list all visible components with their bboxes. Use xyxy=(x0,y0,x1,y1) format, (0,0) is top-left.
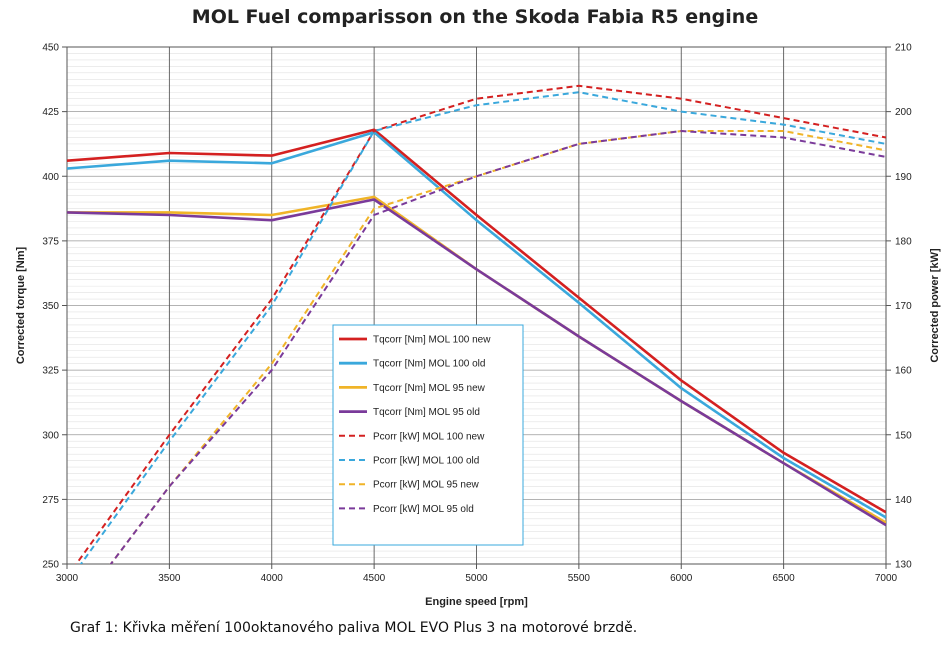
y2-tick-label: 130 xyxy=(895,560,912,571)
legend-label: Tqcorr [Nm] MOL 95 new xyxy=(373,383,486,394)
x-tick-label: 5000 xyxy=(465,573,488,584)
x-axis-label: Engine speed [rpm] xyxy=(425,596,528,608)
legend: Tqcorr [Nm] MOL 100 new Tqcorr [Nm] MOL 1… xyxy=(332,324,524,546)
y2-tick-label: 170 xyxy=(895,301,912,312)
series-line-pcorr-kw-mol-100-old xyxy=(79,91,886,564)
y-tick-label: 275 xyxy=(42,495,59,506)
x-tick-label: 6500 xyxy=(773,573,796,584)
y2-tick-label: 140 xyxy=(895,495,912,506)
y2-axis-label: Corrected power [kW] xyxy=(929,248,941,363)
series-clip-group xyxy=(67,84,886,564)
legend-label: Tqcorr [Nm] MOL 95 old xyxy=(373,407,480,418)
series-line-pcorr-kw-mol-95-old xyxy=(109,130,886,564)
x-tick-label: 6000 xyxy=(670,573,693,584)
series-line-pcorr-kw-mol-100-new xyxy=(75,84,886,564)
series-line-tqcorr-nm-mol-100-new xyxy=(67,128,886,514)
x-tick-label: 4500 xyxy=(363,573,386,584)
chart-title: MOL Fuel comparisson on the Skoda Fabia … xyxy=(191,6,759,28)
series-line-tqcorr-nm-mol-95-old xyxy=(67,198,886,527)
legend-label: Pcorr [kW] MOL 95 new xyxy=(373,480,480,491)
y2-tick-label: 160 xyxy=(895,366,912,377)
y2-tick-label: 200 xyxy=(895,107,912,118)
y-tick-label: 425 xyxy=(42,107,59,118)
y-tick-label: 375 xyxy=(42,236,59,247)
x-tick-label: 3500 xyxy=(158,573,181,584)
y-tick-label: 350 xyxy=(42,301,59,312)
figure-caption: Graf 1: Křivka měření 100oktanového pali… xyxy=(70,620,638,636)
x-tick-label: 4000 xyxy=(261,573,284,584)
legend-label: Tqcorr [Nm] MOL 100 new xyxy=(373,335,491,346)
y2-tick-label: 210 xyxy=(895,43,912,54)
series-lines xyxy=(67,84,886,564)
y-axis-label: Corrected torque [Nm] xyxy=(15,246,27,364)
y-tick-label: 250 xyxy=(42,560,59,571)
y2-tick-label: 190 xyxy=(895,172,912,183)
y-tick-label: 400 xyxy=(42,172,59,183)
x-tick-label: 7000 xyxy=(875,573,898,584)
legend-label: Tqcorr [Nm] MOL 100 old xyxy=(373,359,485,370)
y2-tick-label: 180 xyxy=(895,236,912,247)
axes: 3000 3500 4000 4500 5000 5500 6000 6500 7000 250 2… xyxy=(15,43,941,609)
y2-tick-label: 150 xyxy=(895,430,912,441)
series-line-tqcorr-nm-mol-100-old xyxy=(67,131,886,519)
legend-label: Pcorr [kW] MOL 100 new xyxy=(373,431,485,442)
x-tick-label: 3000 xyxy=(56,573,79,584)
y-tick-label: 450 xyxy=(42,43,59,54)
legend-label: Pcorr [kW] MOL 95 old xyxy=(373,504,474,515)
legend-label: Pcorr [kW] MOL 100 old xyxy=(373,456,479,467)
y-tick-label: 325 xyxy=(42,366,59,377)
y-tick-label: 300 xyxy=(42,430,59,441)
x-tick-label: 5500 xyxy=(568,573,591,584)
